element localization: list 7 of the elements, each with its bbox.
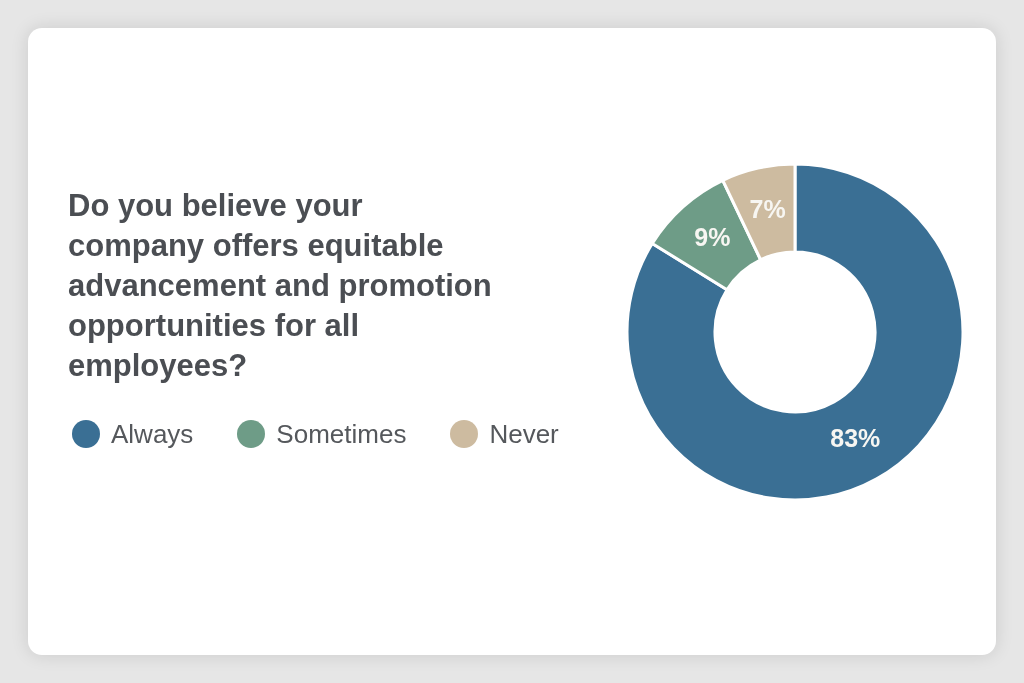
data-label: 9% [694,223,731,252]
data-label: 7% [749,194,786,223]
legend-label: Sometimes [276,419,407,449]
legend-label: Never [489,419,559,449]
data-label: 83% [830,424,881,453]
text: Do you believe your company offers equitable advancement and promotion opportunities for all employees? [68,187,493,385]
legend-label: Always [111,419,194,449]
